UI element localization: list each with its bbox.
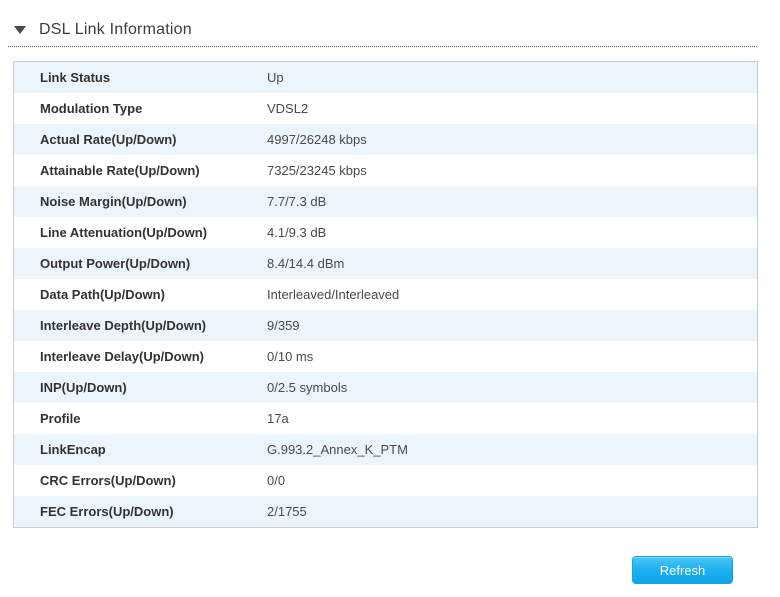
row-label: LinkEncap [40, 442, 106, 457]
table-row: Interleave Depth(Up/Down) 9/359 [14, 310, 757, 341]
table-row: Noise Margin(Up/Down) 7.7/7.3 dB [14, 186, 757, 217]
table-row: Link Status Up [14, 62, 757, 93]
table-row: Output Power(Up/Down) 8.4/14.4 dBm [14, 248, 757, 279]
section-title: DSL Link Information [39, 21, 192, 38]
table-row: Interleave Delay(Up/Down) 0/10 ms [14, 341, 757, 372]
row-label: Profile [40, 411, 81, 426]
row-value: 17a [267, 411, 289, 426]
row-value: 7325/23245 kbps [267, 163, 367, 178]
row-value: 2/1755 [267, 504, 307, 519]
row-label: Link Status [40, 70, 111, 85]
row-label: FEC Errors(Up/Down) [40, 504, 174, 519]
table-row: LinkEncap G.993.2_Annex_K_PTM [14, 434, 757, 465]
row-value: 8.4/14.4 dBm [267, 256, 345, 271]
row-value: 0/0 [267, 473, 286, 488]
row-value: VDSL2 [267, 101, 309, 116]
table-row: INP(Up/Down) 0/2.5 symbols [14, 372, 757, 403]
dotted-divider [8, 46, 757, 47]
section-header: DSL Link Information [14, 21, 192, 39]
table-row: Data Path(Up/Down) Interleaved/Interleave… [14, 279, 757, 310]
row-label: Actual Rate(Up/Down) [40, 132, 177, 147]
row-value: Up [267, 70, 284, 85]
row-label: CRC Errors(Up/Down) [40, 473, 176, 488]
table-row: Line Attenuation(Up/Down) 4.1/9.3 dB [14, 217, 757, 248]
row-value: 0/10 ms [267, 349, 314, 364]
row-value: 0/2.5 symbols [267, 380, 348, 395]
row-value: G.993.2_Annex_K_PTM [267, 442, 408, 457]
row-value: 7.7/7.3 dB [267, 194, 327, 209]
row-value: 4.1/9.3 dB [267, 225, 327, 240]
row-label: Interleave Depth(Up/Down) [40, 318, 207, 333]
row-label: Data Path(Up/Down) [40, 287, 165, 302]
row-value: 9/359 [267, 318, 300, 333]
table-row: Actual Rate(Up/Down) 4997/26248 kbps [14, 124, 757, 155]
table-row: FEC Errors(Up/Down) 2/1755 [14, 496, 757, 527]
row-label: Interleave Delay(Up/Down) [40, 349, 204, 364]
refresh-button[interactable]: Refresh [632, 556, 733, 584]
collapse-arrow-icon[interactable] [14, 26, 26, 34]
row-label: Attainable Rate(Up/Down) [40, 163, 200, 178]
row-value: Interleaved/Interleaved [267, 287, 400, 302]
row-value: 4997/26248 kbps [267, 132, 367, 147]
table-row: Modulation Type VDSL2 [14, 93, 757, 124]
row-label: Modulation Type [40, 101, 143, 116]
table-row: CRC Errors(Up/Down) 0/0 [14, 465, 757, 496]
dsl-info-table: Link Status Up Modulation Type VDSL2 Actual … [13, 61, 758, 528]
table-row: Attainable Rate(Up/Down) 7325/23245 kbps [14, 155, 757, 186]
table-row: Profile 17a [14, 403, 757, 434]
button-row: Refresh [632, 556, 733, 584]
row-label: INP(Up/Down) [40, 380, 127, 395]
row-label: Line Attenuation(Up/Down) [40, 225, 208, 240]
row-label: Output Power(Up/Down) [40, 256, 191, 271]
row-label: Noise Margin(Up/Down) [40, 194, 187, 209]
